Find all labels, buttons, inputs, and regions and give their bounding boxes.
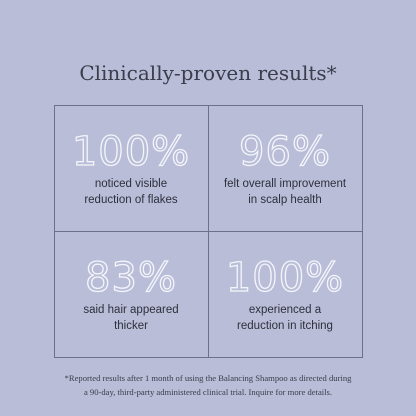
title: Clinically-proven results* (79, 61, 336, 85)
stats: 100% noticed visible reduction of flakes 96… (71, 128, 347, 332)
stat-description: felt overall improvement (224, 178, 347, 190)
stat-value: 96% (239, 129, 331, 175)
stat-description: experienced a (249, 304, 322, 316)
stat-description: reduction in itching (237, 320, 333, 332)
stat-description: noticed visible (95, 178, 167, 190)
stat-description: said hair appeared (83, 304, 178, 316)
footnote-line: a 90-day, third-party administered clini… (84, 387, 332, 397)
stat-description: in scalp health (248, 194, 322, 206)
stat-value: 100% (226, 255, 344, 301)
stat-description: thicker (114, 320, 148, 332)
stat-value: 83% (85, 255, 177, 301)
footnote-line: *Reported results after 1 month of using… (65, 373, 353, 383)
stat-description: reduction of flakes (84, 194, 178, 206)
stat-value: 100% (72, 129, 190, 175)
